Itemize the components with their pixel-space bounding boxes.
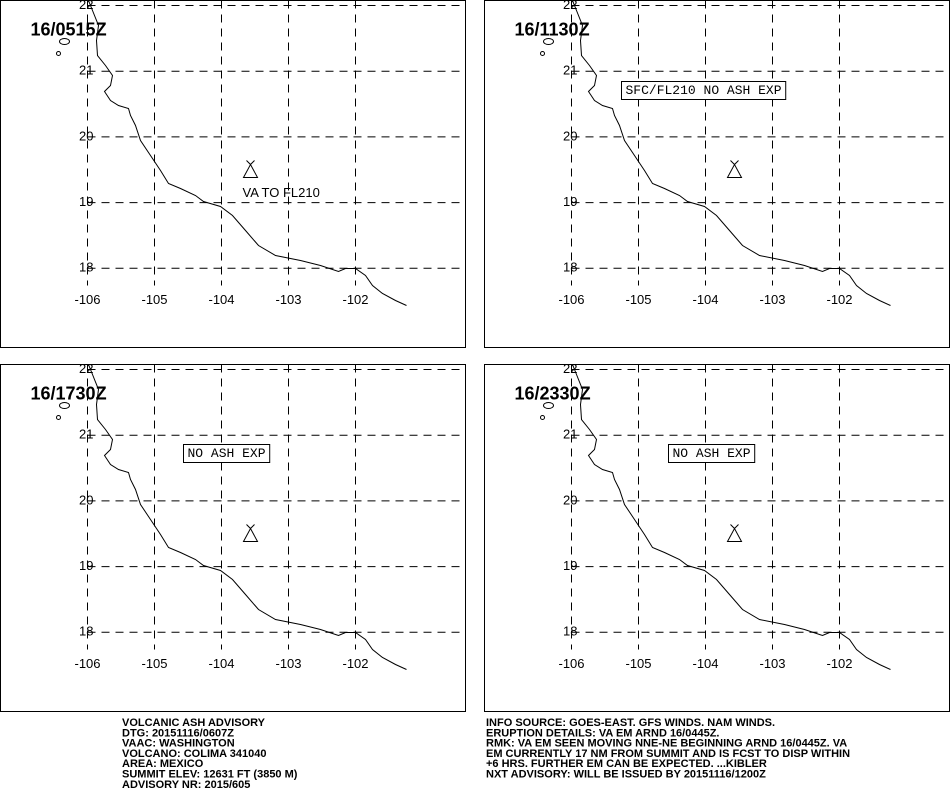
panel-frame [0, 364, 466, 712]
coastline [88, 364, 407, 670]
note-box [668, 444, 756, 463]
panel-time: 16/0515Z [31, 19, 107, 39]
panel-time: 16/1730Z [31, 383, 107, 403]
note-box [183, 444, 271, 463]
lat-label: 21 [79, 63, 93, 78]
island [543, 38, 554, 45]
lon-label: -102 [826, 656, 852, 671]
lat-label: 21 [79, 427, 93, 442]
lat-label: 19 [563, 558, 577, 573]
lon-label: -104 [692, 656, 718, 671]
lat-label: 22 [563, 0, 577, 12]
lon-label: -103 [759, 656, 785, 671]
panel-frame [0, 0, 466, 348]
lat-label: 20 [79, 492, 93, 507]
volcano-symbol [242, 160, 259, 178]
island [59, 402, 70, 409]
island [59, 38, 70, 45]
panel-note: NO ASH EXP [673, 446, 751, 461]
lon-label: -103 [759, 292, 785, 307]
panel-note: VA TO FL210 [243, 185, 320, 200]
coastline [572, 364, 891, 670]
lat-label: 19 [79, 194, 93, 209]
advisory-line: SUMMIT ELEV: 12631 FT (3850 M) [122, 769, 298, 781]
panel-time: 16/2330Z [515, 383, 591, 403]
lat-label: 18 [563, 624, 577, 639]
lat-label: 18 [79, 624, 93, 639]
advisory-line: AREA: MEXICO [122, 758, 204, 770]
panel-time: 16/1130Z [515, 19, 590, 39]
lon-label: -105 [141, 656, 167, 671]
lon-label: -104 [692, 292, 718, 307]
lon-label: -104 [208, 292, 234, 307]
advisory-line: RMK: VA EM SEEN MOVING NNE-NE BEGINNING … [486, 738, 847, 750]
lon-label: -102 [826, 292, 852, 307]
volcano-symbol [726, 524, 743, 542]
advisory-line: VAAC: WASHINGTON [122, 738, 235, 750]
lat-label: 20 [563, 492, 577, 507]
advisory-line: ERUPTION DETAILS: VA EM ARND 16/0445Z. [486, 727, 719, 739]
lon-label: -105 [625, 656, 651, 671]
lon-label: -105 [141, 292, 167, 307]
island [56, 51, 61, 56]
advisory-line: VOLCANO: COLIMA 341040 [122, 748, 266, 760]
map-panel: 22 21 20 19 18 -106 -105 -104 -103 -102 16/1730Z NO… [0, 361, 466, 712]
island [540, 415, 545, 420]
lon-label: -105 [625, 292, 651, 307]
lon-label: -102 [342, 656, 368, 671]
lat-label: 19 [79, 558, 93, 573]
map-panel: 22 21 20 19 18 -106 -105 -104 -103 -102 16/1130Z SF… [484, 0, 950, 348]
lat-label: 22 [79, 0, 93, 12]
panel-note: NO ASH EXP [188, 446, 266, 461]
coastline [572, 0, 891, 306]
advisory-line: +6 HRS. FURTHER EM CAN BE EXPECTED. ...K… [486, 758, 767, 770]
lat-label: 21 [563, 427, 577, 442]
lat-label: 22 [79, 361, 93, 376]
lat-label: 20 [563, 128, 577, 143]
lon-label: -106 [74, 656, 100, 671]
lon-label: -106 [558, 656, 584, 671]
lat-label: 18 [563, 260, 577, 275]
advisory-line: INFO SOURCE: GOES-EAST. GFS WINDS. NAM W… [486, 717, 775, 729]
lon-label: -103 [275, 292, 301, 307]
island [56, 415, 61, 420]
lat-label: 18 [79, 260, 93, 275]
advisory-line: ADVISORY NR: 2015/605 [122, 779, 250, 791]
panel-note: SFC/FL210 NO ASH EXP [626, 83, 782, 98]
map-panel: 22 21 20 19 18 -106 -105 -104 -103 -102 16/0515Z VA… [0, 0, 466, 348]
island [543, 402, 554, 409]
lon-label: -103 [275, 656, 301, 671]
advisory-line: VOLCANIC ASH ADVISORY [122, 717, 266, 729]
volcano-symbol [726, 160, 743, 178]
advisory-line: NXT ADVISORY: WILL BE ISSUED BY 20151116… [486, 769, 766, 781]
lat-label: 22 [563, 361, 577, 376]
advisory-line: DTG: 20151116/0607Z [122, 727, 234, 739]
advisory-line: EM CURRENTLY 17 NM FROM SUMMIT AND IS FC… [486, 748, 850, 760]
lon-label: -106 [558, 292, 584, 307]
lat-label: 19 [563, 194, 577, 209]
lat-label: 20 [79, 128, 93, 143]
lon-label: -102 [342, 292, 368, 307]
lon-label: -104 [208, 656, 234, 671]
map-panel: 22 21 20 19 18 -106 -105 -104 -103 -102 16/2330Z NO… [484, 361, 950, 712]
coastline [88, 0, 407, 306]
note-box [621, 81, 787, 100]
lat-label: 21 [563, 63, 577, 78]
volcano-symbol [242, 524, 259, 542]
lon-label: -106 [74, 292, 100, 307]
island [540, 51, 545, 56]
